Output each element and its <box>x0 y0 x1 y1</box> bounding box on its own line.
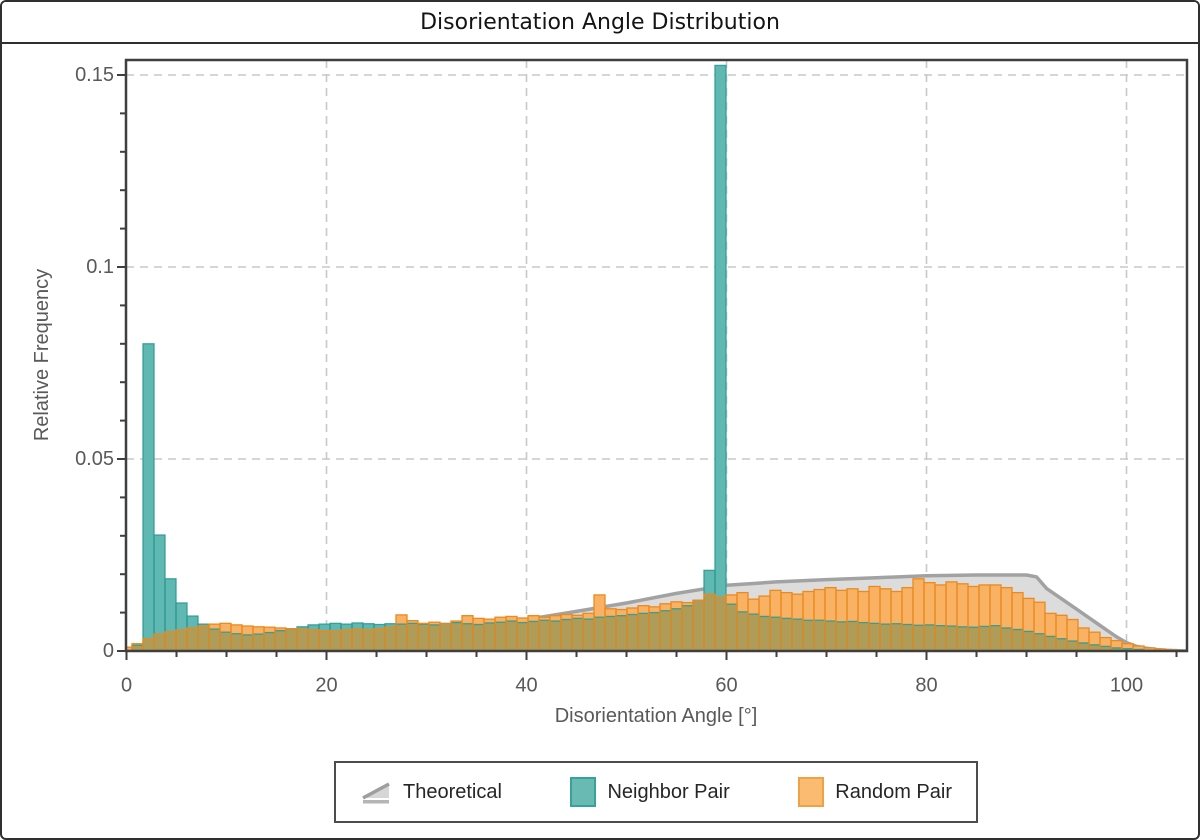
legend-item-neighbor-pair: Neighbor Pair <box>570 777 730 807</box>
legend-label-theoretical: Theoretical <box>403 780 502 803</box>
x-tick-label: 100 <box>1110 675 1143 697</box>
teal-swatch-icon <box>570 777 597 807</box>
y-tick-label: 0.05 <box>75 448 114 470</box>
plot-content <box>126 64 1187 652</box>
x-tick-label: 80 <box>915 675 937 697</box>
plot-frame <box>124 58 1189 653</box>
x-tick-label: 60 <box>715 675 737 697</box>
x-tick-label: 20 <box>315 675 337 697</box>
neighbor-pair-bars <box>126 64 1156 652</box>
legend-label-random-pair: Random Pair <box>835 780 952 803</box>
legend-item-theoretical: Theoretical <box>360 779 502 805</box>
x-axis-title: Disorientation Angle [°] <box>555 705 758 727</box>
legend-box: Theoretical Neighbor Pair Random Pair <box>334 761 978 823</box>
y-tick-label: 0 <box>103 640 114 662</box>
tick-labels: 0 0.05 0.1 0.15 0 20 40 60 80 100 <box>75 64 1143 697</box>
chart-title: Disorientation Angle Distribution <box>420 9 780 35</box>
y-axis-title: Relative Frequency <box>31 269 53 441</box>
x-tick-label: 0 <box>121 675 132 697</box>
x-tick-label: 40 <box>515 675 537 697</box>
gridlines <box>126 60 1187 651</box>
plot-area: 0 0.05 0.1 0.15 0 20 40 60 80 100 Disorientation … <box>31 58 1189 727</box>
legend-label-neighbor-pair: Neighbor Pair <box>607 780 730 803</box>
y-tick-label: 0.15 <box>75 64 114 86</box>
theoretical-wedge-icon <box>362 782 390 804</box>
chart-title-bar: Disorientation Angle Distribution <box>2 2 1198 44</box>
orange-swatch-icon <box>798 777 825 807</box>
legend-item-random-pair: Random Pair <box>798 777 952 807</box>
histogram-fills <box>126 65 1177 651</box>
axis-ticks <box>117 74 1178 660</box>
y-tick-label: 0.1 <box>86 256 114 278</box>
